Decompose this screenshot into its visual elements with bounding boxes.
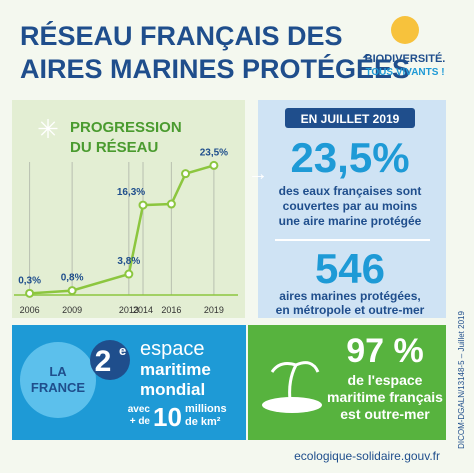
- share-text: une aire marine protégée: [279, 214, 422, 228]
- value-label: 3,8%: [117, 256, 140, 267]
- credit: DICOM-DGALN/13148-5 – Juillet 2019: [457, 311, 466, 449]
- point: [67, 286, 77, 296]
- point: [138, 200, 148, 210]
- overseas-share: 97 %: [346, 332, 424, 370]
- badge-bg: [285, 108, 415, 128]
- share-text: des eaux françaises sont: [279, 184, 422, 198]
- area-text: de km²: [185, 416, 221, 428]
- overseas-text: maritime français: [327, 389, 443, 405]
- point: [25, 288, 35, 298]
- palm: [270, 361, 320, 401]
- overseas-panel: [248, 325, 446, 440]
- star-icon: ✳: [37, 114, 59, 144]
- rank-text: espace: [140, 338, 205, 360]
- logo: TOUS VIVANTS !: [365, 67, 444, 78]
- overseas-text: de l'espace: [348, 372, 423, 388]
- badge: EN JUILLET 2019: [301, 112, 400, 126]
- title: AIRES MARINES PROTÉGÉES: [20, 53, 410, 84]
- logo: BIODIVERSITÉ.: [365, 52, 446, 65]
- x-tick-label: 2014: [133, 305, 153, 315]
- chart-title: DU RÉSEAU: [70, 139, 158, 156]
- share-text: couvertes par au moins: [283, 199, 418, 213]
- x-tick-label: 2006: [20, 305, 40, 315]
- title: RÉSEAU FRANÇAIS DES: [20, 20, 343, 51]
- area-text: millions: [185, 403, 227, 415]
- value-label: 23,5%: [200, 147, 228, 158]
- point: [124, 269, 134, 279]
- arrow: →: [248, 163, 268, 185]
- point: [166, 199, 176, 209]
- count: 546: [315, 245, 385, 292]
- count-text: en métropole et outre-mer: [276, 303, 425, 317]
- area-text: avec: [128, 404, 151, 415]
- share: 23,5%: [290, 134, 409, 181]
- rank-bg: [90, 340, 130, 380]
- value-label: 16,3%: [117, 187, 145, 198]
- x-tick-label: 2009: [62, 305, 82, 315]
- rank-text: mondial: [140, 380, 205, 399]
- rank-text: maritime: [140, 360, 211, 379]
- rank-suffix: e: [119, 343, 126, 358]
- x-tick-label: 2013: [119, 305, 139, 315]
- chart-title: PROGRESSION: [70, 119, 182, 136]
- value-label: 0,3%: [18, 275, 41, 286]
- country: LA: [49, 364, 67, 379]
- area-text: + de: [130, 416, 151, 427]
- point: [181, 169, 191, 179]
- x-tick-label: 2019: [204, 305, 224, 315]
- country: FRANCE: [31, 380, 85, 395]
- stats-panel: [258, 100, 446, 318]
- logo-sun: [391, 16, 419, 44]
- island: [262, 397, 322, 413]
- value-label: 0,8%: [61, 273, 84, 284]
- x-tick-label: 2016: [161, 305, 181, 315]
- footer: ecologique-solidaire.gouv.fr: [294, 449, 440, 463]
- point: [209, 160, 219, 170]
- area-number: 10: [153, 402, 182, 432]
- overseas-text: est outre-mer: [340, 406, 430, 422]
- rank: 2: [95, 345, 112, 378]
- count-text: aires marines protégées,: [279, 289, 420, 303]
- globe: [20, 342, 96, 418]
